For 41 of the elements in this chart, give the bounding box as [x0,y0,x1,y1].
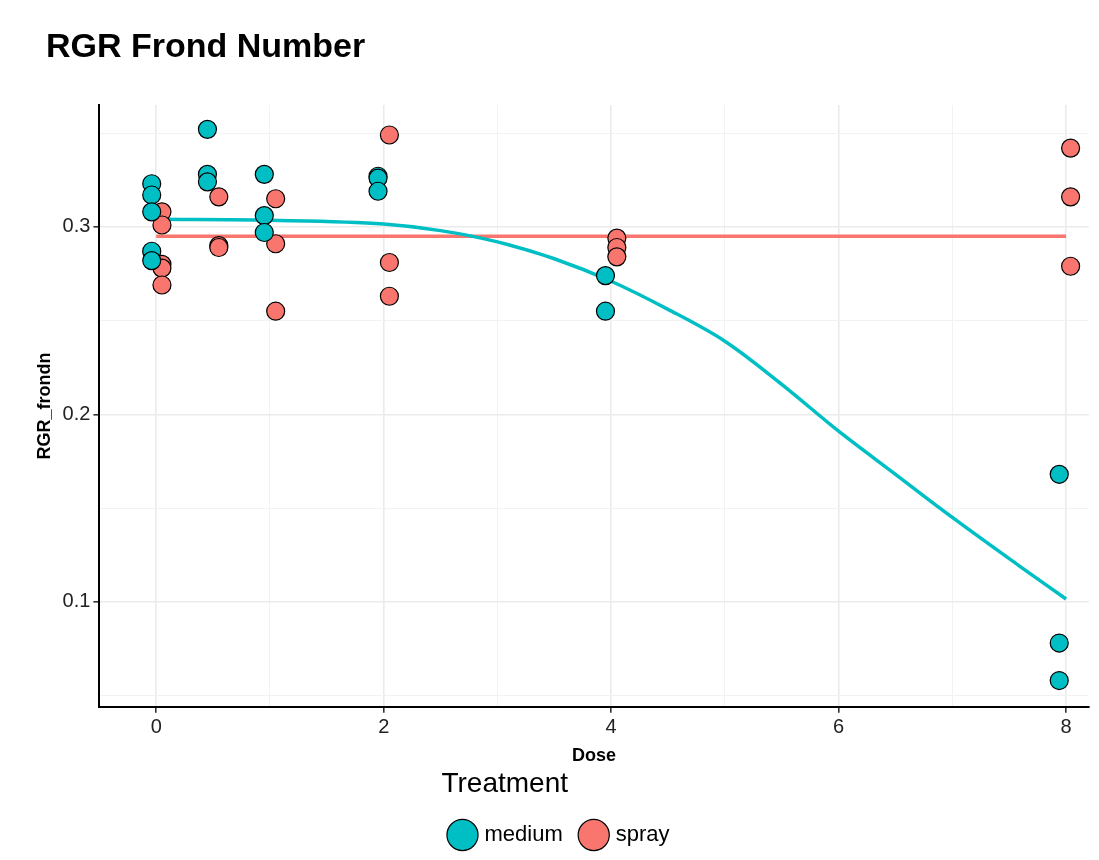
point [1061,256,1081,276]
x-tick-label: 6 [833,715,845,738]
point [1049,633,1069,653]
point [1061,138,1081,158]
point [368,181,388,201]
point [266,301,286,321]
point [379,286,399,306]
chart-title: RGR Frond Number [46,26,366,65]
point [254,206,274,226]
x-tick-label: 8 [1060,715,1072,738]
point [142,202,162,222]
legend-label: spray [615,821,670,847]
point [142,185,162,205]
point [209,187,229,207]
x-tick-label: 4 [605,715,617,738]
legend-label: medium [484,821,563,847]
point [595,266,616,286]
point [197,119,218,139]
x-axis-title: Dose [572,744,617,765]
point [595,301,616,321]
y-tick-label: 0.3 [62,214,91,237]
y-tick-label: 0.1 [62,589,91,612]
point [607,247,627,267]
point [254,164,274,184]
y-tick-label: 0.2 [62,401,91,424]
point [152,275,172,295]
point [254,222,274,243]
point [152,215,172,235]
point [142,251,162,271]
point [1049,670,1069,691]
point [379,252,399,273]
x-tick-label: 2 [378,715,390,738]
point [266,189,286,209]
y-axis-title: RGR_frondn [33,352,54,460]
legend-title: Treatment [441,767,569,799]
point [1061,187,1081,207]
point [1049,464,1069,484]
x-tick-label: 0 [150,715,162,738]
point [197,172,218,192]
point [379,125,399,145]
point [266,234,286,254]
